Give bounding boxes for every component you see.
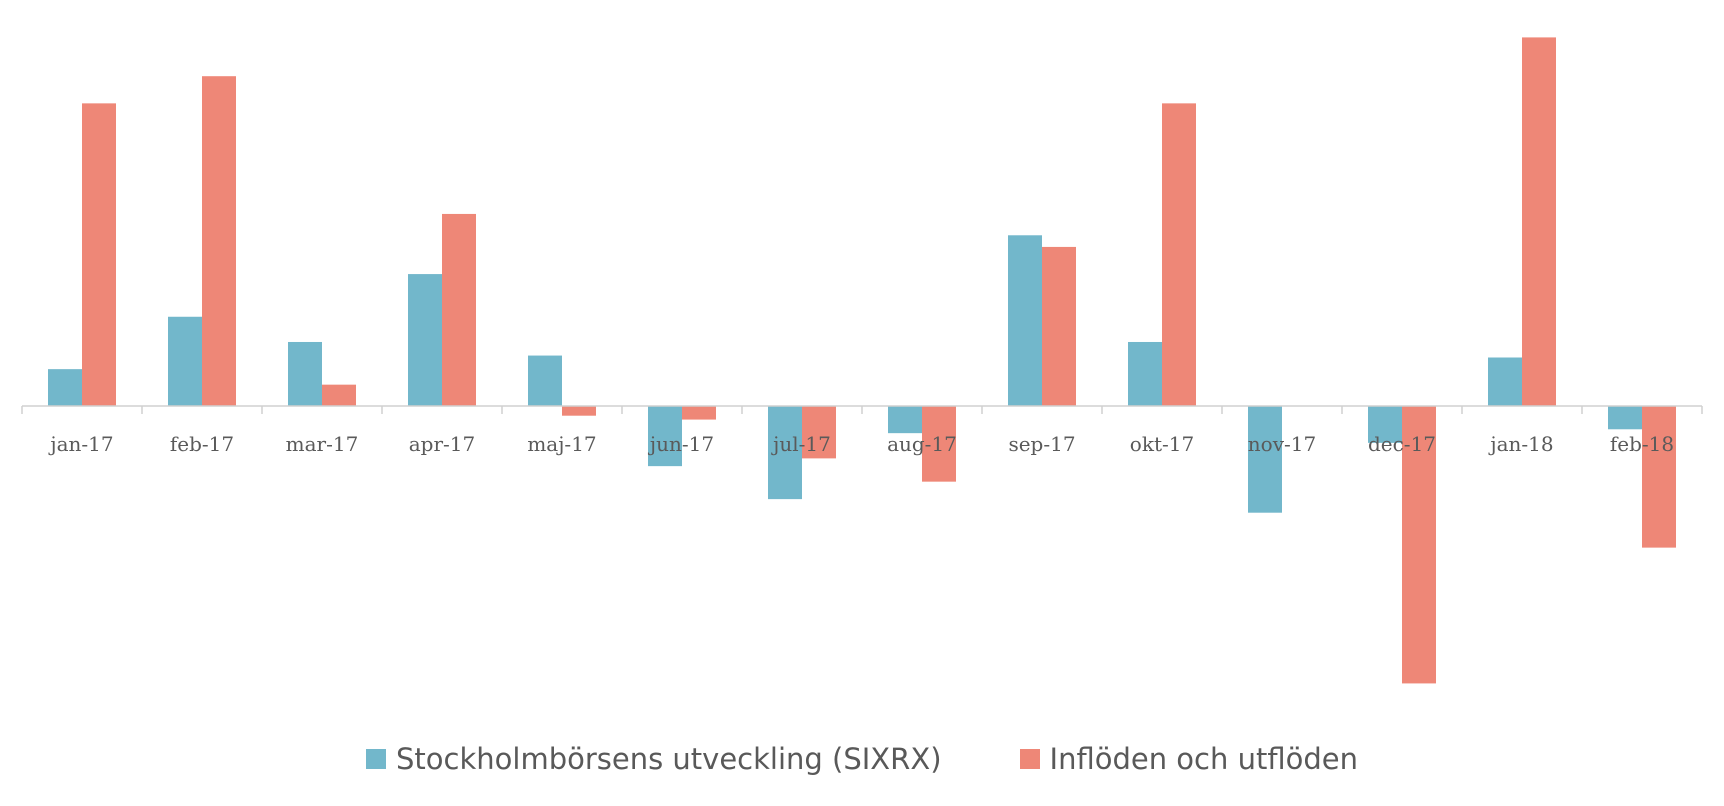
bar-series1-feb-18	[1642, 406, 1676, 548]
bars-layer	[48, 37, 1676, 684]
x-tick-label: feb-17	[170, 432, 234, 456]
bar-series0-dec-17	[1368, 406, 1402, 443]
bar-series1-okt-17	[1162, 103, 1196, 407]
bar-series0-jul-17	[768, 406, 802, 500]
legend-label-sixrx: Stockholmbörsens utveckling (SIXRX)	[396, 742, 942, 776]
bar-series1-mar-17	[322, 384, 356, 406]
x-tick-label: feb-18	[1610, 432, 1674, 456]
x-tick-label: apr-17	[409, 432, 476, 456]
x-tick-labels: jan-17 feb-17 mar-17 apr-17 maj-17 jun-17 jul-…	[48, 432, 1674, 456]
bar-series1-jan-18	[1522, 37, 1556, 407]
x-tick-label: sep-17	[1008, 432, 1075, 456]
bar-series0-feb-18	[1608, 406, 1642, 430]
x-tick-label: mar-17	[286, 432, 359, 456]
bar-series0-maj-17	[528, 355, 562, 406]
bar-series1-jul-17	[802, 406, 836, 459]
bar-series1-dec-17	[1402, 406, 1436, 684]
legend-label-flows: Inflöden och utflöden	[1049, 742, 1358, 776]
x-tick-label: okt-17	[1130, 432, 1194, 456]
bar-series0-feb-17	[168, 316, 202, 406]
legend-swatch-flows	[1019, 749, 1040, 769]
x-axis	[21, 405, 1703, 414]
legend-item-sixrx: Stockholmbörsens utveckling (SIXRX)	[366, 742, 942, 776]
legend-item-flows: Inflöden och utflöden	[1019, 742, 1358, 776]
bar-series1-maj-17	[562, 406, 596, 416]
bar-series0-okt-17	[1128, 341, 1162, 406]
bar-series1-sep-17	[1042, 246, 1076, 406]
bar-series0-sep-17	[1008, 235, 1042, 406]
x-tick-label: jul-17	[771, 432, 831, 456]
bar-series0-mar-17	[288, 341, 322, 406]
bar-series1-feb-17	[202, 76, 236, 406]
legend-swatch-sixrx	[366, 749, 386, 769]
bar-series0-jan-17	[48, 369, 82, 406]
x-tick-label: jan-17	[48, 432, 113, 456]
x-tick-label: dec-17	[1368, 432, 1436, 456]
bar-series1-jun-17	[682, 406, 716, 420]
x-tick-label: jun-17	[648, 432, 714, 456]
x-tick-label: aug-17	[887, 432, 957, 456]
bar-series1-apr-17	[442, 213, 476, 406]
legend: Stockholmbörsens utveckling (SIXRX) Infl…	[0, 742, 1724, 776]
x-tick-label: maj-17	[527, 432, 596, 456]
bar-series0-aug-17	[888, 406, 922, 434]
x-tick-label: nov-17	[1248, 432, 1316, 456]
x-tick-label: jan-18	[1488, 432, 1553, 456]
bar-series1-jan-17	[82, 103, 116, 407]
bar-series0-jun-17	[648, 406, 682, 467]
bar-series1-aug-17	[922, 406, 956, 482]
bar-series0-apr-17	[408, 274, 442, 406]
bar-series0-nov-17	[1248, 406, 1282, 513]
bar-series0-jan-18	[1488, 357, 1522, 406]
